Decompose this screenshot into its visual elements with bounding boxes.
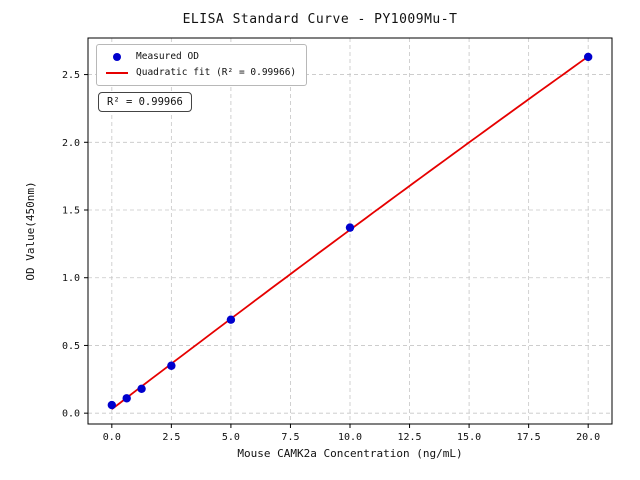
r-squared-annotation: R² = 0.99966: [98, 92, 192, 112]
svg-text:10.0: 10.0: [338, 432, 362, 443]
svg-text:7.5: 7.5: [281, 432, 299, 443]
svg-text:5.0: 5.0: [222, 432, 240, 443]
legend-label-measured-od: Measured OD: [136, 51, 199, 62]
scatter-marker-icon: [113, 52, 121, 61]
svg-text:2.5: 2.5: [162, 432, 180, 443]
svg-text:0.0: 0.0: [62, 409, 80, 420]
x-axis-label: Mouse CAMK2a Concentration (ng/mL): [237, 447, 463, 460]
fit-line-icon: [106, 72, 128, 75]
chart-title: ELISA Standard Curve - PY1009Mu-T: [182, 12, 458, 27]
svg-text:2.5: 2.5: [62, 70, 80, 81]
svg-text:0.0: 0.0: [103, 432, 121, 443]
svg-text:0.5: 0.5: [62, 341, 80, 352]
svg-text:17.5: 17.5: [517, 432, 541, 443]
legend-entry-measured-od: Measured OD: [105, 51, 296, 62]
legend: Measured OD Quadratic fit (R² = 0.99966): [96, 44, 308, 86]
svg-text:12.5: 12.5: [397, 432, 421, 443]
legend-marker-cell: [105, 72, 129, 75]
svg-text:20.0: 20.0: [576, 432, 600, 443]
legend-marker-cell: [105, 52, 129, 61]
svg-text:15.0: 15.0: [457, 432, 481, 443]
svg-text:1.5: 1.5: [62, 206, 80, 217]
legend-entry-quadratic-fit: Quadratic fit (R² = 0.99966): [105, 67, 296, 78]
svg-text:2.0: 2.0: [62, 138, 80, 149]
y-axis-label: OD Value(450nm): [24, 181, 37, 281]
svg-text:1.0: 1.0: [62, 273, 80, 284]
legend-label-quadratic-fit: Quadratic fit (R² = 0.99966): [136, 67, 297, 79]
